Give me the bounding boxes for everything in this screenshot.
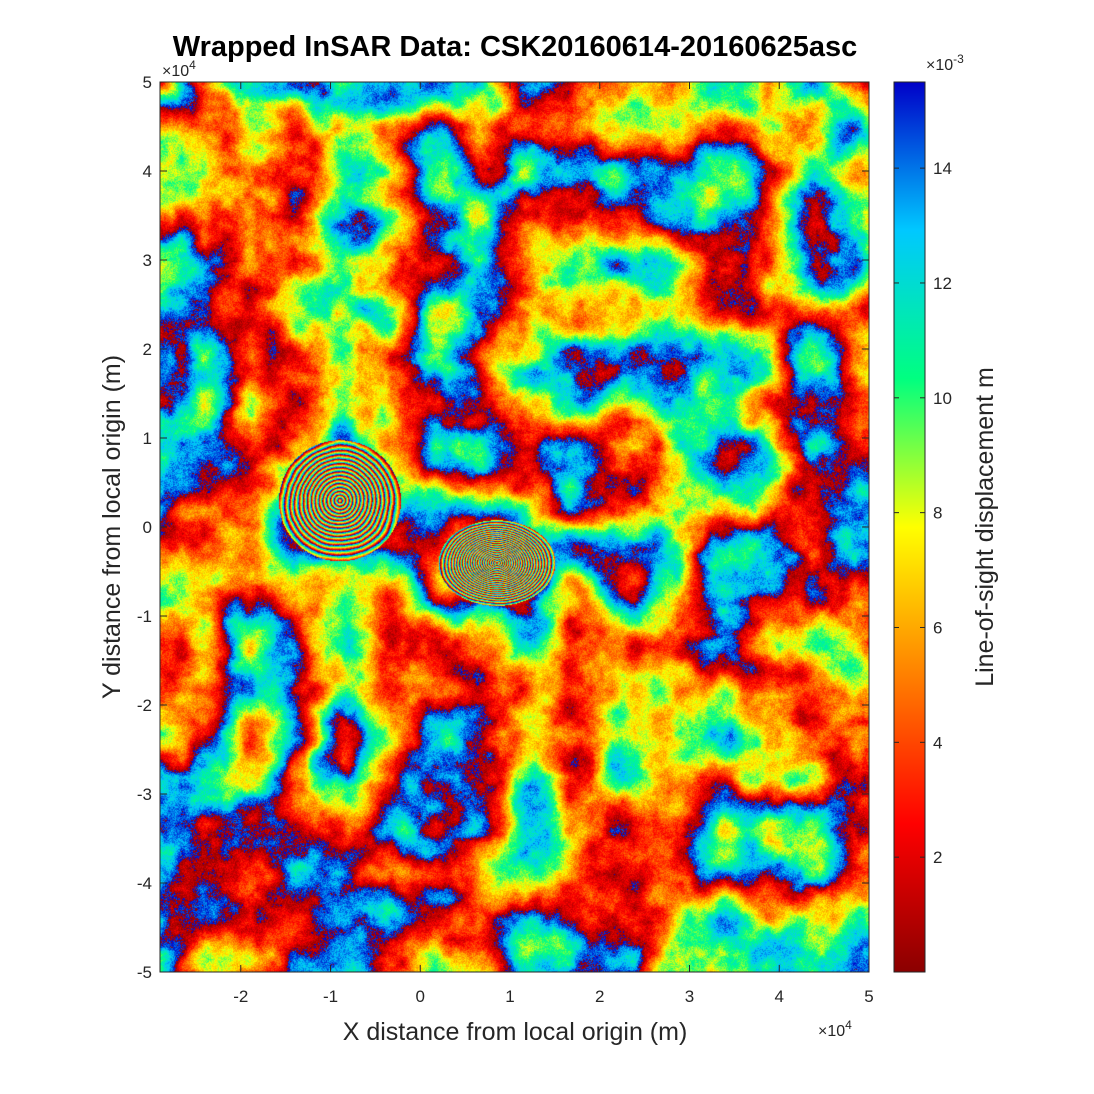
plot-area: [159, 81, 870, 973]
y-tick-label: -4: [137, 874, 152, 893]
x-tick-label: 2: [595, 987, 604, 1006]
colorbar-tick-label: 4: [933, 733, 942, 752]
x-tick-label: 3: [685, 987, 694, 1006]
y-tick-label: 1: [143, 429, 152, 448]
x-exponent: ×104: [818, 1018, 852, 1040]
y-tick-label: 5: [143, 73, 152, 92]
colorbar-tick-label: 14: [933, 159, 952, 178]
colorbar-gradient: [893, 81, 926, 973]
x-tick-label: 0: [416, 987, 425, 1006]
x-axis: -2 -1 0 1 2 3 4 5: [233, 82, 874, 1006]
colorbar-tick-label: 2: [933, 848, 942, 867]
colorbar-ticks: 2 4 6 8 10 12 14: [894, 159, 952, 867]
y-tick-label: 2: [143, 340, 152, 359]
colorbar-label: Line-of-sight displacement m: [971, 367, 999, 687]
x-tick-label: -2: [233, 987, 248, 1006]
x-tick-label: 4: [775, 987, 784, 1006]
colorbar: 2 4 6 8 10 12 14 ×10-3 Line-of-sight displacem…: [893, 52, 999, 973]
y-axis-label: Y distance from local origin (m): [98, 355, 126, 699]
colorbar-exponent: ×10-3: [926, 52, 964, 74]
y-tick-label: 0: [143, 518, 152, 537]
x-tick-label: -1: [323, 987, 338, 1006]
x-tick-label: 1: [505, 987, 514, 1006]
x-tick-label: 5: [864, 987, 873, 1006]
y-tick-label: 3: [143, 251, 152, 270]
chart-title: Wrapped InSAR Data: CSK20160614-20160625…: [173, 31, 858, 63]
y-tick-label: 4: [143, 162, 152, 181]
colorbar-tick-label: 6: [933, 618, 942, 637]
wrapped-phase-heatmap: [160, 82, 869, 972]
x-axis-label: X distance from local origin (m): [343, 1018, 688, 1046]
y-tick-label: -3: [137, 785, 152, 804]
colorbar-tick-label: 12: [933, 274, 952, 293]
y-tick-label: -2: [137, 696, 152, 715]
y-tick-label: -1: [137, 607, 152, 626]
y-exponent: ×104: [162, 58, 196, 80]
colorbar-tick-label: 10: [933, 389, 952, 408]
y-tick-label: -5: [137, 963, 152, 982]
y-axis: -5 -4 -3 -2 -1 0 1 2 3 4 5: [137, 73, 869, 982]
colorbar-tick-label: 8: [933, 504, 942, 523]
